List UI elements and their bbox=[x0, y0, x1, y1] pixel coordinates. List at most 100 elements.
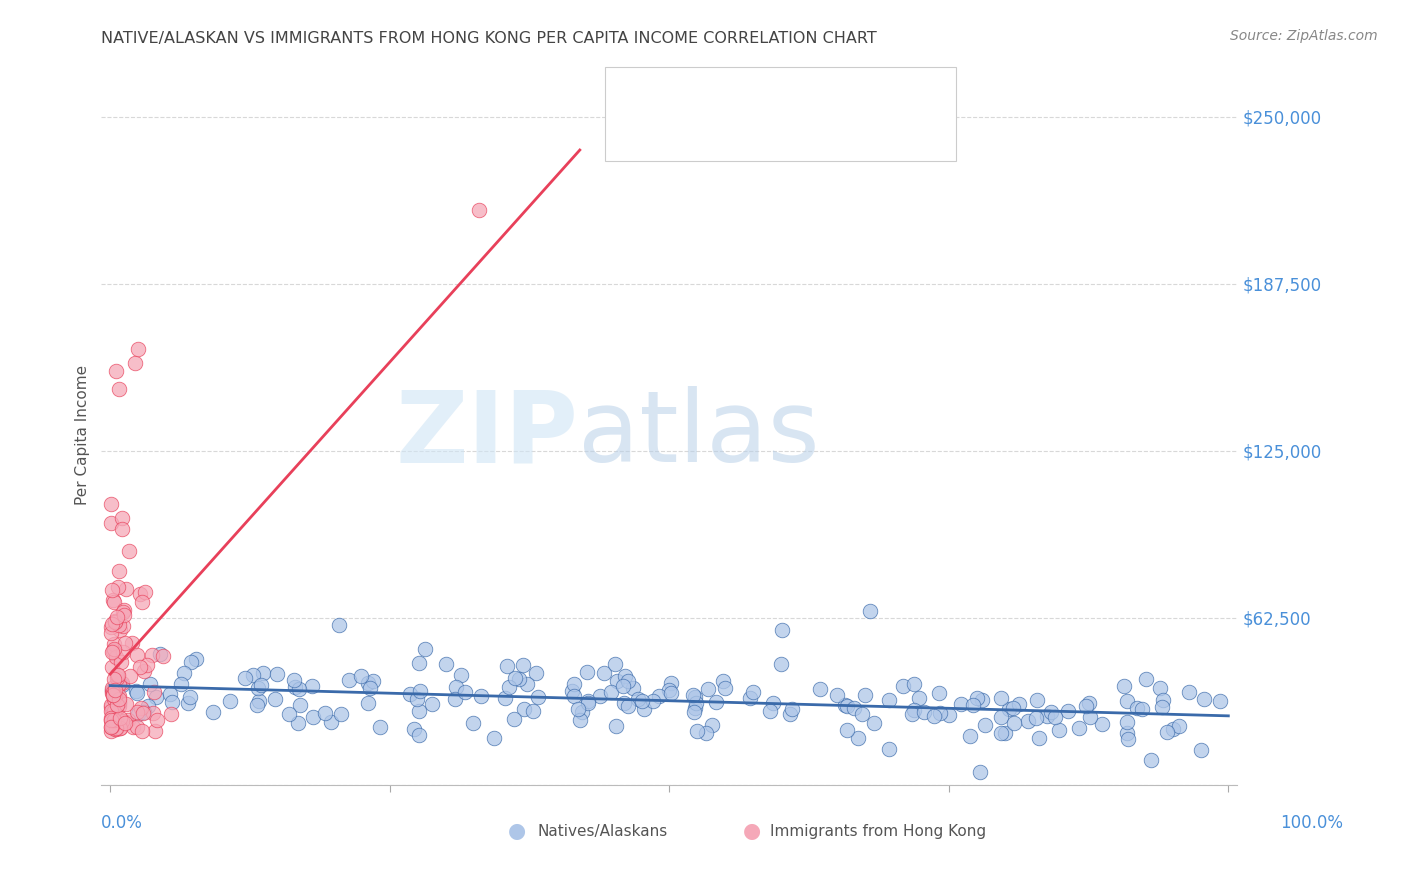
Point bbox=[103, 713, 125, 727]
Point bbox=[1025, 692, 1047, 706]
Point bbox=[359, 681, 381, 695]
Point bbox=[108, 677, 131, 691]
Point bbox=[1091, 716, 1114, 731]
Point bbox=[643, 693, 665, 707]
Point bbox=[990, 709, 1012, 723]
Point bbox=[990, 691, 1012, 706]
Point bbox=[136, 699, 159, 714]
Point bbox=[118, 544, 141, 558]
Point bbox=[114, 582, 136, 596]
Point bbox=[1057, 704, 1080, 718]
Point bbox=[484, 731, 506, 745]
Point bbox=[1192, 692, 1215, 706]
Point bbox=[1116, 725, 1139, 739]
Point bbox=[512, 658, 534, 673]
Point bbox=[108, 383, 131, 397]
Point bbox=[527, 690, 550, 704]
Point bbox=[695, 726, 717, 740]
Point bbox=[105, 710, 128, 724]
Point bbox=[108, 617, 131, 632]
Point bbox=[111, 511, 134, 525]
Point bbox=[110, 675, 132, 690]
Point bbox=[131, 706, 153, 720]
Point bbox=[112, 607, 135, 622]
Point bbox=[127, 648, 149, 662]
Point bbox=[103, 643, 125, 657]
Point bbox=[834, 698, 856, 712]
Point bbox=[779, 706, 801, 721]
Point bbox=[742, 685, 765, 699]
Point bbox=[107, 580, 129, 594]
Point bbox=[685, 696, 707, 710]
Text: atlas: atlas bbox=[578, 386, 820, 483]
Point bbox=[100, 684, 122, 698]
Point bbox=[108, 564, 131, 578]
Point bbox=[1135, 672, 1157, 686]
Point bbox=[1017, 714, 1039, 729]
Point bbox=[125, 705, 148, 719]
Point bbox=[513, 702, 536, 716]
Point bbox=[1140, 753, 1163, 767]
Point bbox=[648, 689, 671, 703]
Point bbox=[100, 720, 122, 734]
Text: NATIVE/ALASKAN VS IMMIGRANTS FROM HONG KONG PER CAPITA INCOME CORRELATION CHART: NATIVE/ALASKAN VS IMMIGRANTS FROM HONG K… bbox=[101, 31, 877, 46]
Point bbox=[408, 704, 430, 718]
Point bbox=[1167, 719, 1189, 733]
Point bbox=[108, 676, 131, 690]
Text: Source: ZipAtlas.com: Source: ZipAtlas.com bbox=[1230, 29, 1378, 43]
Point bbox=[107, 673, 129, 688]
Point bbox=[100, 583, 122, 598]
Point bbox=[104, 683, 127, 698]
Point bbox=[319, 715, 342, 730]
Point bbox=[139, 677, 162, 691]
Point bbox=[233, 671, 256, 685]
Point bbox=[683, 706, 706, 720]
Point bbox=[903, 676, 925, 690]
Point bbox=[659, 676, 682, 690]
Point bbox=[1149, 681, 1171, 695]
Point bbox=[444, 692, 467, 706]
Point bbox=[405, 691, 427, 706]
Point bbox=[357, 696, 380, 710]
Point bbox=[100, 620, 122, 634]
Point bbox=[589, 689, 612, 703]
Point bbox=[444, 681, 467, 695]
Point bbox=[1078, 696, 1101, 710]
Point bbox=[111, 678, 134, 692]
Point bbox=[769, 657, 792, 672]
Point bbox=[453, 685, 475, 699]
Point bbox=[314, 706, 336, 720]
Point bbox=[108, 696, 131, 710]
Point bbox=[111, 522, 134, 536]
Point bbox=[218, 694, 240, 708]
Point bbox=[901, 707, 924, 722]
Point bbox=[105, 650, 128, 665]
Point bbox=[143, 723, 166, 738]
Point bbox=[1178, 685, 1201, 699]
Point bbox=[103, 637, 125, 651]
Point bbox=[266, 667, 288, 681]
Point bbox=[125, 684, 148, 698]
Point bbox=[160, 707, 183, 722]
Point bbox=[100, 704, 122, 718]
Point bbox=[1150, 699, 1173, 714]
Point bbox=[184, 651, 207, 665]
Point bbox=[124, 356, 146, 370]
Point bbox=[567, 701, 589, 715]
Point bbox=[115, 715, 138, 730]
Point bbox=[152, 649, 174, 664]
Point bbox=[105, 690, 128, 704]
Point bbox=[101, 645, 124, 659]
Point bbox=[1156, 724, 1178, 739]
Y-axis label: Per Capita Income: Per Capita Income bbox=[75, 365, 90, 505]
Point bbox=[142, 706, 165, 720]
Point bbox=[562, 677, 585, 691]
Point bbox=[246, 698, 269, 712]
Point bbox=[1074, 699, 1097, 714]
Point bbox=[108, 695, 131, 709]
Point bbox=[503, 671, 526, 685]
Point bbox=[1028, 731, 1050, 746]
Point bbox=[702, 717, 724, 731]
Point bbox=[179, 690, 201, 704]
Point bbox=[770, 623, 793, 637]
